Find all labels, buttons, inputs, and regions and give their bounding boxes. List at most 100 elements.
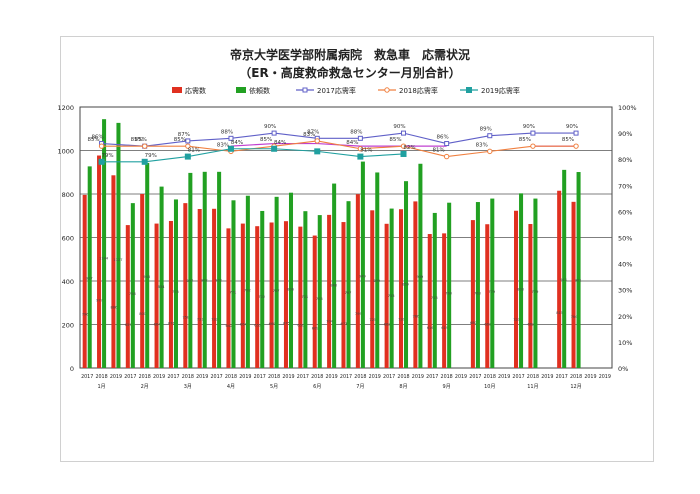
x-year-label: 2017: [426, 374, 438, 380]
bar-accepted: [298, 226, 303, 368]
bar-accepted-label: 662: [527, 323, 534, 327]
y-right-tick-label: 60%: [618, 208, 632, 216]
bar-requests-label: 901: [575, 279, 582, 283]
bar-requests: [130, 203, 135, 368]
chart-subtitle: （ER・高度救命救急センター月別合計）: [239, 66, 461, 80]
rate-marker-2018: [573, 143, 579, 149]
rate-line-segment: [317, 150, 361, 158]
rate-data-label: 85%: [135, 137, 147, 143]
y-right-tick-label: 40%: [618, 261, 632, 269]
rate-line-segment: [274, 148, 318, 152]
chart-title: 帝京大学医学部附属病院 救急車 応需状況: [229, 48, 470, 62]
bar-accepted-label: 652: [254, 323, 261, 327]
rate-data-label: 86%: [437, 135, 449, 141]
x-year-label: 2018: [441, 374, 453, 380]
y-right-tick-label: 10%: [618, 339, 632, 347]
y-left-tick-label: 1000: [57, 148, 74, 156]
bar-accepted-label: 650: [297, 324, 305, 328]
bar-requests-label: 902: [215, 279, 222, 283]
bar-accepted-label: 799: [355, 312, 363, 316]
rate-data-label: 84%: [231, 140, 243, 146]
x-year-label: 2017: [469, 374, 481, 380]
x-year-label: 2018: [570, 374, 582, 380]
bar-accepted: [470, 220, 475, 368]
bar-accepted-label: 886: [111, 306, 119, 310]
x-year-label: 2018: [354, 374, 366, 380]
rate-line-segment: [187, 137, 232, 142]
y-left-tick-label: 400: [62, 278, 74, 286]
bar-accepted: [312, 235, 317, 368]
x-year-label: 2018: [95, 374, 107, 380]
rate-line-segment: [446, 150, 490, 158]
rate-data-label: 89%: [480, 127, 492, 133]
bar-requests: [533, 198, 538, 368]
bar-requests: [418, 163, 423, 368]
bar-requests: [317, 215, 322, 368]
bar-requests: [360, 161, 365, 368]
bar-requests: [562, 169, 567, 368]
y-left-tick-label: 1200: [57, 104, 74, 112]
bar-requests-label: 806: [287, 287, 295, 291]
bar-accepted: [82, 194, 87, 368]
bar-requests-label: 760: [445, 292, 453, 296]
bar-accepted: [327, 214, 332, 368]
bar-accepted-label: 609: [312, 327, 320, 331]
rate-data-label: 90%: [264, 124, 276, 130]
bar-accepted: [514, 210, 519, 368]
bar-requests-label: 897: [186, 279, 193, 283]
extra-line-segment: [230, 142, 275, 147]
rate-marker-2018: [314, 138, 320, 144]
bar-requests: [288, 192, 294, 368]
rate-line-segment: [403, 145, 447, 158]
bar-requests: [159, 186, 164, 368]
bar-requests: [303, 211, 308, 368]
rate-data-label: 82%: [403, 145, 415, 151]
bar-accepted: [485, 224, 490, 368]
x-year-label: 2017: [512, 374, 524, 380]
bar-accepted-label: 664: [154, 322, 162, 326]
x-year-label: 2019: [326, 374, 338, 380]
y-right-tick-label: 100%: [618, 104, 637, 112]
bar-requests-label: 779: [488, 290, 496, 294]
rate-marker-2018: [357, 146, 364, 152]
x-month-label: 4月: [227, 384, 235, 390]
bar-accepted: [528, 224, 533, 368]
bar-requests: [188, 172, 193, 368]
bar-requests-label: 713: [431, 296, 438, 300]
rate-marker-2017: [228, 135, 234, 141]
bar-accepted-label: 657: [125, 323, 132, 327]
rate-line-segment: [274, 132, 318, 139]
rate-data-label: 81%: [433, 148, 445, 154]
bar-requests-label: 1127: [113, 258, 122, 262]
rate-marker-2017: [530, 130, 536, 136]
x-year-label: 2019: [153, 374, 165, 380]
x-year-label: 2019: [196, 374, 208, 380]
x-year-label: 2017: [167, 374, 179, 380]
bar-accepted: [212, 208, 217, 368]
bar-accepted-label: 764: [571, 315, 579, 319]
bar-requests-label: 899: [373, 279, 381, 283]
bar-requests: [274, 196, 279, 368]
x-year-label: 2018: [311, 374, 323, 380]
x-year-label: 2018: [397, 374, 409, 380]
rate-marker-2019: [184, 153, 191, 160]
rate-line-segment: [187, 148, 232, 158]
bar-accepted-label: 723: [513, 318, 520, 322]
x-year-label: 2018: [139, 374, 151, 380]
rate-marker-2019: [271, 145, 278, 152]
rate-data-label: 88%: [350, 129, 362, 135]
rate-data-label: 85%: [389, 137, 401, 143]
bar-accepted: [154, 223, 159, 368]
bar-requests-label: 859: [402, 283, 410, 287]
rate-marker-2018: [185, 143, 191, 149]
rate-line-segment: [360, 132, 404, 139]
y-left-tick-label: 200: [62, 322, 74, 330]
legend-label-requests: 依頼数: [249, 86, 270, 95]
bar-accepted-label: 977: [96, 299, 103, 303]
y-right-tick-label: 50%: [618, 235, 632, 243]
y-right-tick-label: 20%: [618, 313, 632, 321]
rate-line-segment: [317, 140, 361, 150]
bar-requests-label: 943: [143, 275, 150, 279]
bar-accepted: [571, 201, 576, 368]
bar-requests-label: 803: [517, 288, 524, 292]
